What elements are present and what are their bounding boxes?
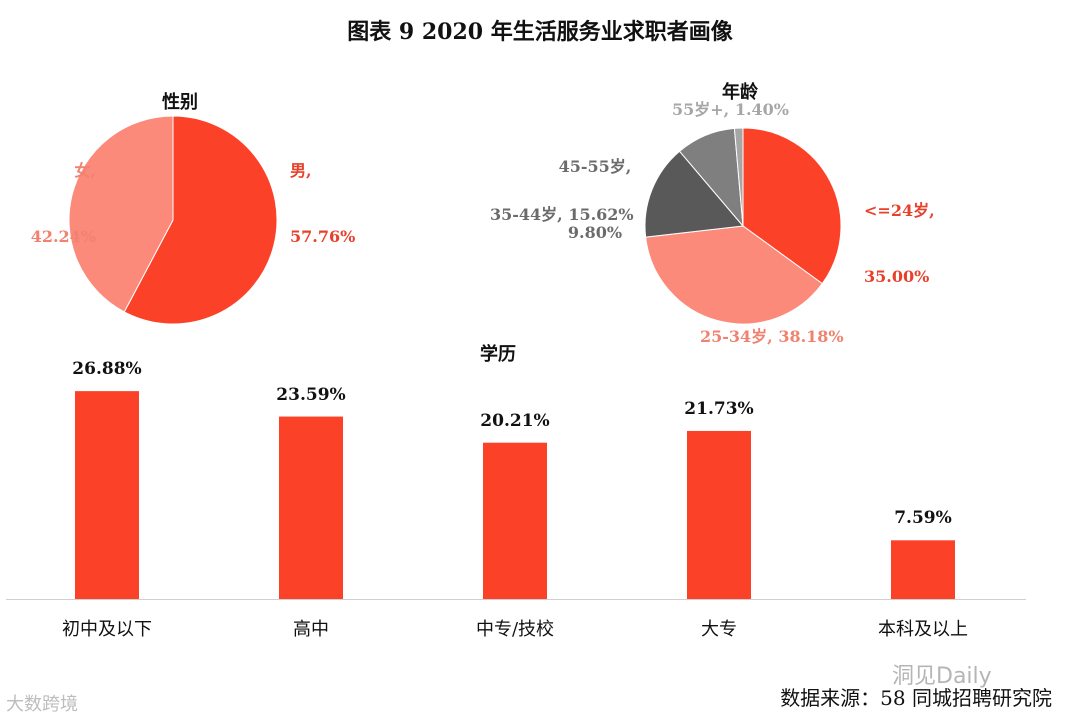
age-pie-slice-4 xyxy=(733,127,744,227)
source-note: 数据来源：58 同城招聘研究院 xyxy=(780,686,1052,710)
age-label-under24: <=24岁, 35.00% xyxy=(864,156,935,310)
education-bar-1 xyxy=(279,416,343,599)
gender-pie-slice-0 xyxy=(123,115,278,325)
education-bar-3 xyxy=(687,430,751,599)
watermark-left: 大数跨境 xyxy=(6,694,78,715)
gender-pie-slice-1 xyxy=(68,115,174,313)
gender-label-male-value: 57.76% xyxy=(290,227,356,246)
gender-label-male-name: 男, xyxy=(290,161,312,180)
education-chart-title: 学历 xyxy=(480,344,516,365)
gender-pie-title: 性别 xyxy=(162,92,198,113)
gender-label-male: 男, 57.76% xyxy=(290,116,355,270)
age-pie-title: 年龄 xyxy=(722,82,758,103)
age-label-45-55-value: 9.80% xyxy=(567,223,623,242)
education-bar-value-2: 20.21% xyxy=(480,410,550,431)
education-bar-0 xyxy=(75,391,139,599)
age-label-25-34: 25-34岁, 38.18% xyxy=(700,327,844,346)
age-label-45-55: 45-55岁, 9.80% xyxy=(550,112,640,266)
age-label-under24-value: 35.00% xyxy=(864,267,930,286)
education-category-4: 本科及以上 xyxy=(878,619,968,640)
age-label-55plus: 55岁+, 1.40% xyxy=(672,100,789,119)
education-category-3: 大专 xyxy=(701,619,737,640)
age-pie-slice-0 xyxy=(742,127,842,285)
education-category-0: 初中及以下 xyxy=(62,619,152,640)
education-bar-value-0: 26.88% xyxy=(72,359,142,380)
education-bar-2 xyxy=(483,442,547,599)
gender-label-female-name: 女, xyxy=(74,161,96,180)
age-pie-slice-2 xyxy=(644,150,744,238)
watermark-right: 洞见Daily xyxy=(892,664,992,689)
age-label-45-55-name: 45-55岁, xyxy=(558,157,632,176)
education-bar-value-4: 7.59% xyxy=(894,508,952,529)
age-label-under24-name: <=24岁, xyxy=(864,201,935,220)
age-label-35-44: 35-44岁, 15.62% xyxy=(490,205,634,224)
page-title: 图表 9 2020 年生活服务业求职者画像 xyxy=(347,19,733,45)
education-bar-value-3: 21.73% xyxy=(684,398,754,419)
gender-label-female-value: 42.24% xyxy=(30,227,96,246)
education-bar-4 xyxy=(891,540,955,599)
education-category-1: 高中 xyxy=(293,619,329,640)
age-pie-slice-1 xyxy=(645,225,823,325)
gender-label-female: 女, 42.24% xyxy=(30,116,96,270)
education-category-2: 中专/技校 xyxy=(475,619,555,640)
education-bar-value-1: 23.59% xyxy=(276,384,346,405)
